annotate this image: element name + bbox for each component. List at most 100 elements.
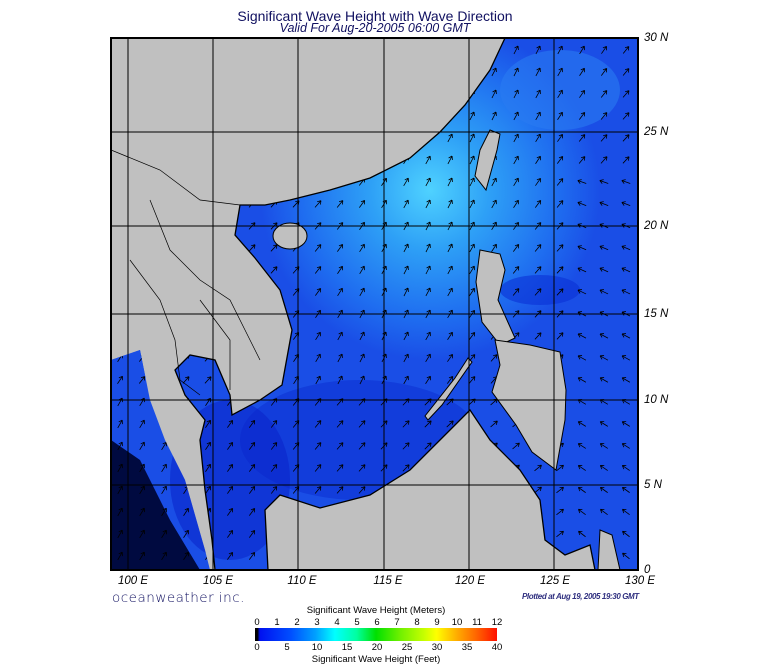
wave-arrow bbox=[227, 419, 234, 428]
wave-arrow bbox=[270, 420, 278, 428]
sulawesi-islands bbox=[597, 529, 621, 570]
wave-arrow bbox=[315, 331, 321, 341]
wave-arrow bbox=[314, 464, 322, 472]
lon-label: 125 E bbox=[539, 575, 571, 587]
wave-arrow bbox=[491, 89, 497, 99]
wave-arrow bbox=[270, 266, 278, 274]
wave-arrow bbox=[577, 377, 587, 383]
legend-feet-tick: 25 bbox=[401, 642, 413, 653]
wave-arrow bbox=[447, 243, 453, 253]
wave-arrow bbox=[183, 507, 189, 516]
wave-arrow bbox=[491, 199, 497, 209]
wave-arrow bbox=[556, 486, 564, 494]
wave-arrow bbox=[621, 179, 631, 184]
wave-arrow bbox=[556, 266, 564, 274]
wave-arrow bbox=[182, 376, 190, 384]
wave-arrow bbox=[621, 333, 631, 339]
wave-arrow bbox=[622, 90, 630, 98]
wave-arrow bbox=[205, 463, 211, 472]
wave-arrow bbox=[314, 244, 322, 252]
legend-meter-tick: 6 bbox=[374, 617, 380, 628]
wave-arrow bbox=[621, 245, 631, 251]
wave-arrow bbox=[117, 419, 123, 429]
wave-arrow bbox=[139, 485, 145, 495]
wave-arrow bbox=[161, 551, 167, 561]
wave-arrow bbox=[161, 485, 167, 495]
wave-arrow bbox=[117, 551, 123, 561]
wave-arrow bbox=[535, 89, 541, 99]
wave-arrow bbox=[359, 375, 365, 385]
wave-arrow bbox=[534, 486, 542, 494]
wave-arrow bbox=[534, 200, 542, 208]
wave-arrow bbox=[315, 287, 322, 296]
legend-meter-tick: 4 bbox=[334, 617, 340, 628]
wave-arrow bbox=[513, 111, 519, 121]
wave-arrow bbox=[599, 465, 608, 471]
wave-arrow bbox=[556, 530, 564, 538]
wave-arrow bbox=[469, 199, 475, 209]
wave-arrow bbox=[337, 287, 343, 297]
lat-label: 25 N bbox=[644, 126, 669, 138]
wave-arrow bbox=[139, 529, 145, 539]
plot-frame bbox=[110, 37, 639, 571]
wave-arrow bbox=[534, 244, 542, 252]
wave-arrow bbox=[578, 508, 586, 516]
wave-arrow bbox=[446, 376, 454, 384]
wave-arrow bbox=[579, 67, 585, 76]
wave-arrow bbox=[513, 133, 519, 143]
legend-meter-tick: 10 bbox=[451, 617, 463, 628]
wave-arrow bbox=[534, 332, 542, 340]
wave-arrow bbox=[248, 464, 256, 472]
wave-arrow bbox=[621, 201, 631, 206]
wave-arrow bbox=[622, 530, 630, 538]
wave-arrow bbox=[600, 112, 608, 120]
legend-meter-tick: 0 bbox=[254, 617, 260, 628]
wave-arrow bbox=[535, 133, 541, 143]
legend-meter-tick: 1 bbox=[274, 617, 280, 628]
wave-arrow bbox=[577, 289, 587, 295]
wave-arrow bbox=[534, 464, 542, 472]
legend-title-feet: Significant Wave Height (Feet) bbox=[311, 654, 441, 665]
wave-arrow bbox=[314, 442, 322, 450]
map-subtitle: Valid For Aug-20-2005 06:00 GMT bbox=[279, 21, 471, 35]
wave-arrow bbox=[161, 507, 167, 517]
wave-arrow bbox=[513, 45, 519, 55]
wave-arrow bbox=[556, 244, 564, 252]
wave-arrow bbox=[577, 465, 586, 471]
wave-arrow bbox=[315, 353, 321, 363]
wave-arrow bbox=[315, 375, 321, 385]
wave-arrow bbox=[337, 243, 344, 252]
wave-arrow bbox=[557, 45, 563, 55]
wave-arrow bbox=[469, 243, 475, 253]
lat-label: 30 N bbox=[644, 32, 669, 44]
wave-arrow bbox=[205, 419, 211, 428]
wave-arrow bbox=[359, 265, 365, 275]
wave-arrow bbox=[535, 67, 541, 77]
wave-arrow bbox=[117, 507, 123, 517]
wave-arrow bbox=[447, 199, 453, 209]
wave-arrow bbox=[337, 265, 343, 274]
wave-arrow bbox=[578, 156, 586, 164]
wave-arrow bbox=[161, 529, 167, 539]
wave-arrow bbox=[359, 287, 365, 297]
wave-arrow bbox=[359, 353, 365, 363]
wave-arrow bbox=[204, 376, 212, 384]
brand-logo: oceanweather inc. bbox=[112, 590, 245, 606]
wave-arrow bbox=[248, 530, 256, 538]
lon-label: 110 E bbox=[287, 575, 317, 587]
legend-feet-tick: 5 bbox=[284, 642, 290, 653]
lat-label: 20 N bbox=[644, 220, 669, 232]
plotted-timestamp: Plotted at Aug 19, 2005 19:30 GMT bbox=[522, 592, 639, 601]
wave-arrow bbox=[336, 442, 344, 450]
wave-arrow bbox=[557, 67, 563, 77]
wave-arrow bbox=[513, 155, 519, 165]
taiwan bbox=[474, 129, 501, 192]
legend-meter-tick: 8 bbox=[414, 617, 420, 628]
wave-arrow bbox=[403, 331, 409, 341]
wave-arrow bbox=[424, 420, 432, 428]
legend-title-meters: Significant Wave Height (Meters) bbox=[306, 605, 446, 616]
wave-arrow bbox=[491, 111, 497, 121]
wave-arrow bbox=[621, 486, 630, 493]
legend-feet-tick: 35 bbox=[461, 642, 473, 653]
palawan bbox=[424, 357, 473, 421]
